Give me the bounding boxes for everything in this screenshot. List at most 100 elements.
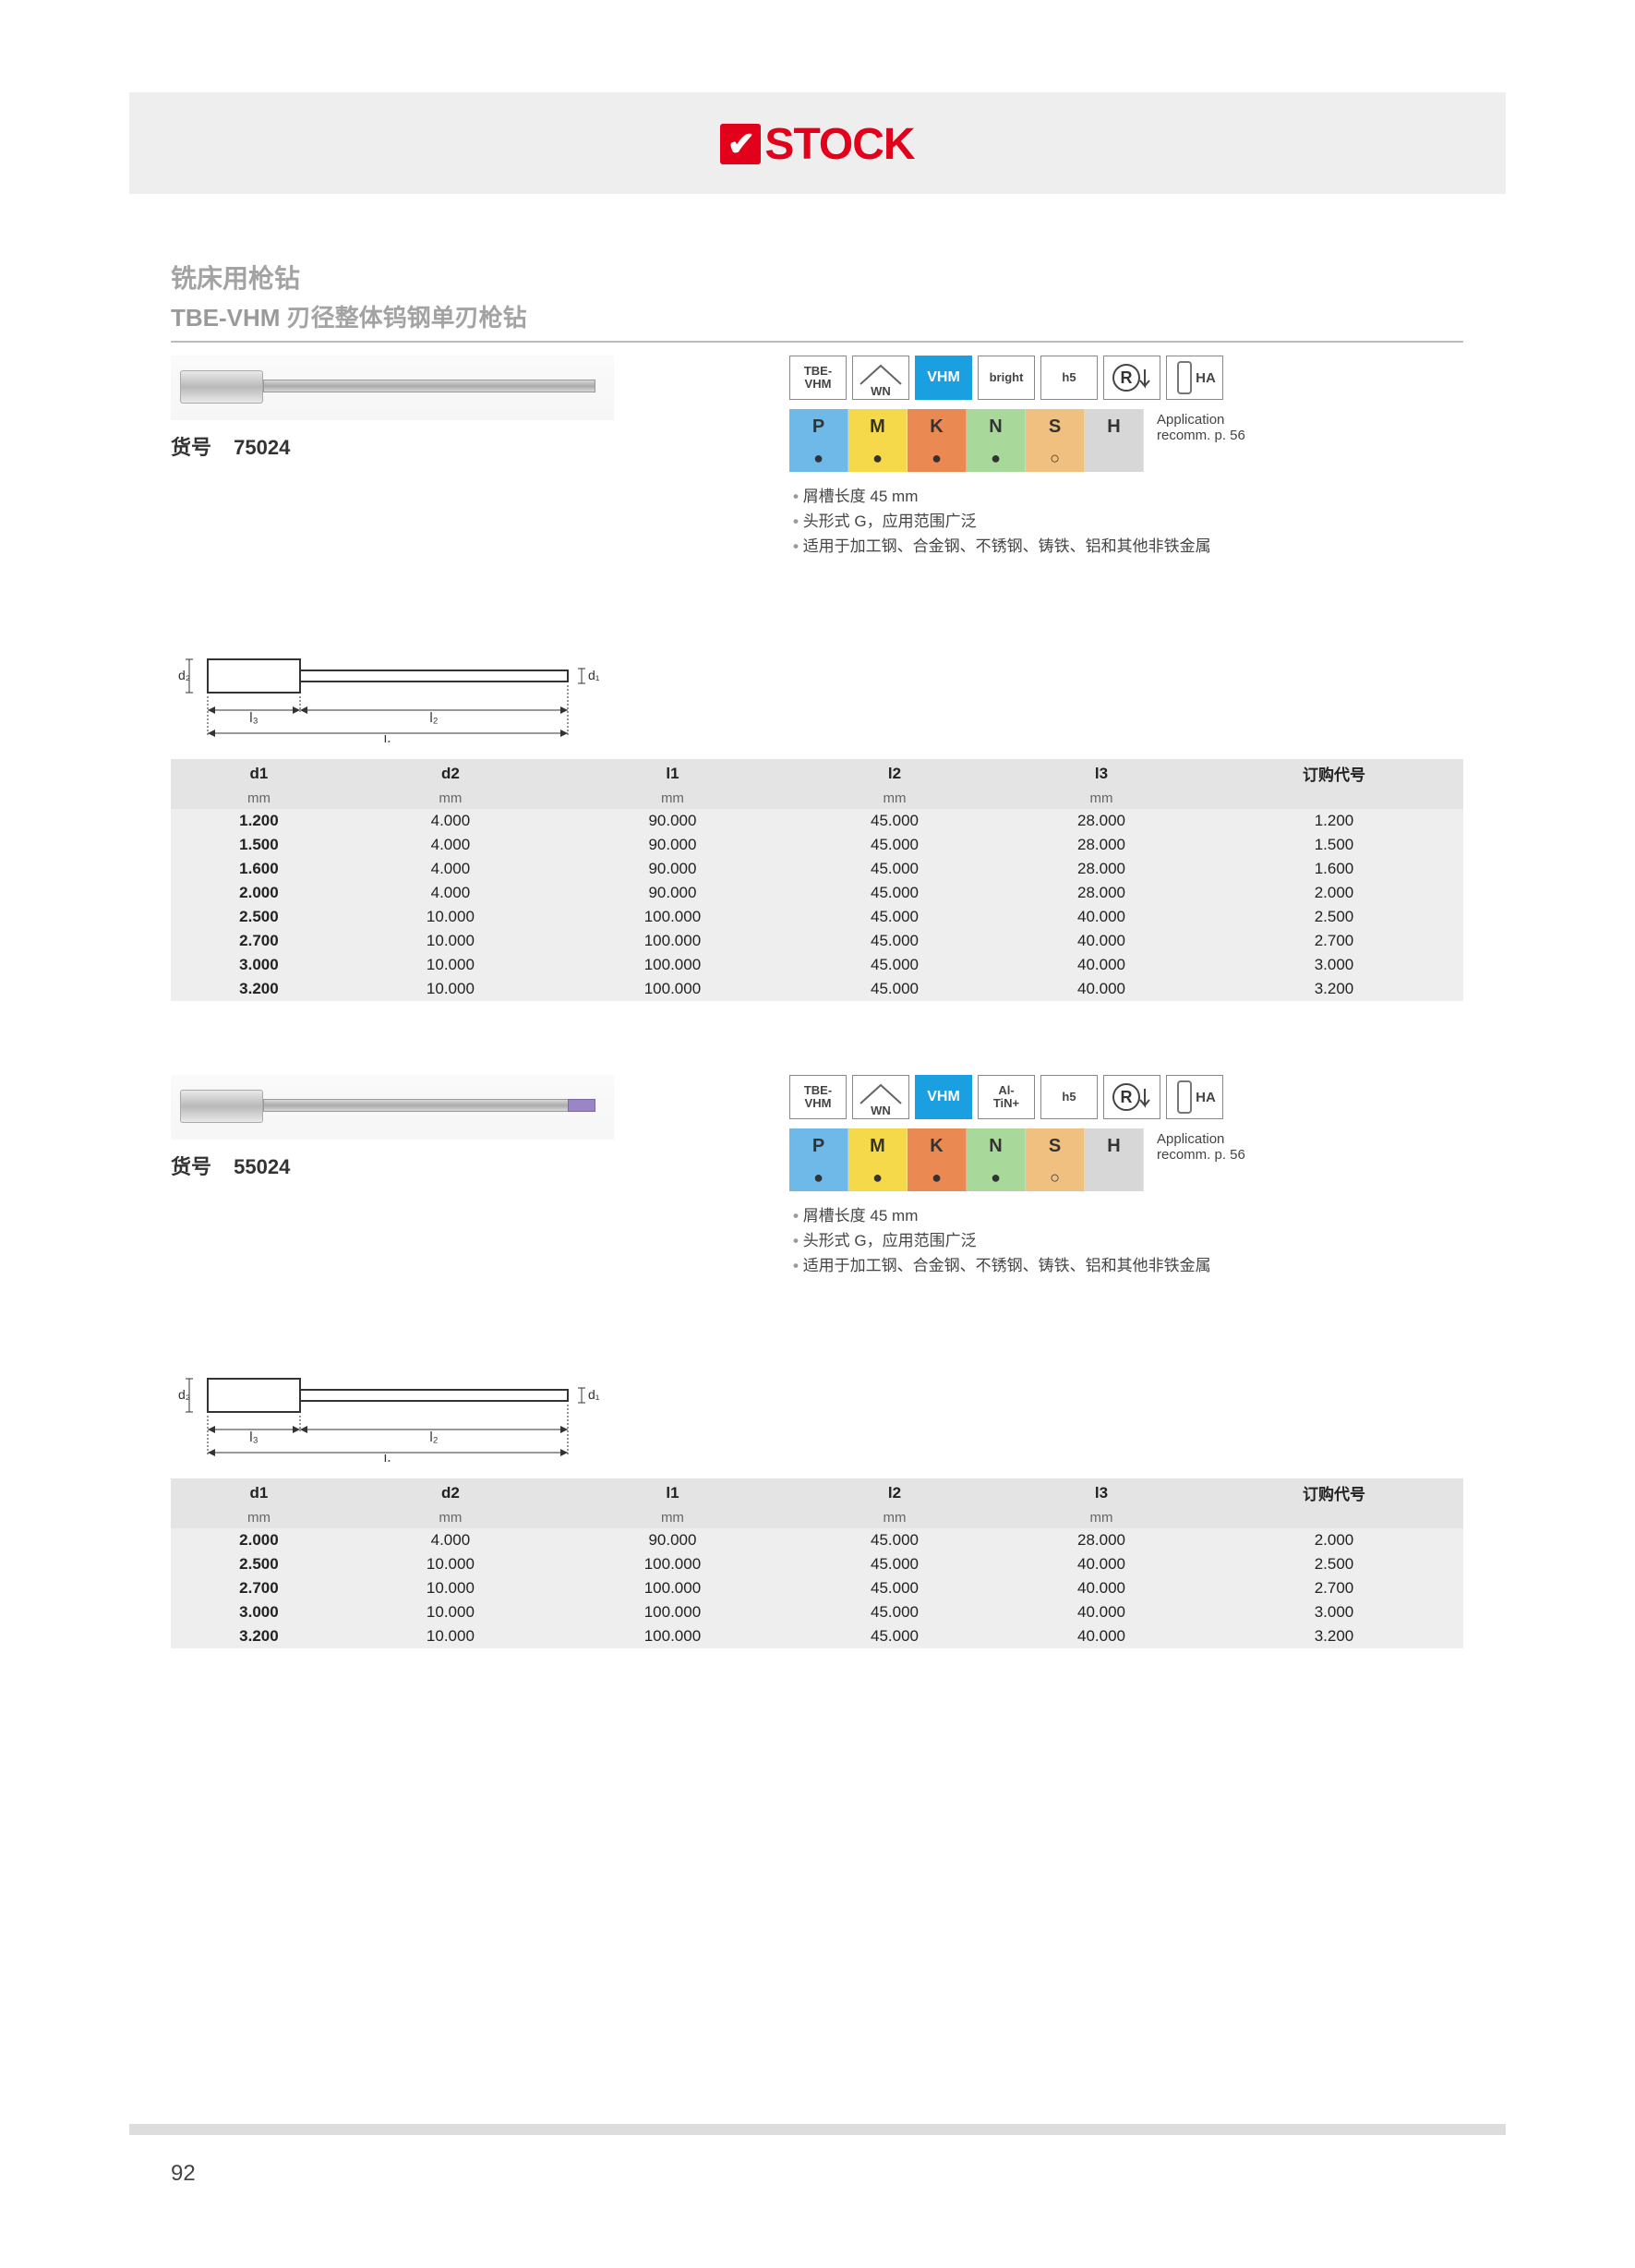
spec-badge: Al-TiN+ (978, 1075, 1035, 1119)
table-unit-cell (1205, 788, 1463, 809)
spec-badge: h5 (1040, 356, 1098, 400)
table-header-cell: 订购代号 (1205, 1478, 1463, 1507)
table-cell: 4.000 (347, 1528, 554, 1552)
article-label: 货号 (171, 1155, 211, 1178)
svg-text:d₂: d₂ (178, 668, 190, 682)
table-cell: 4.000 (347, 881, 554, 905)
product-block: 货号 75024 TBE-VHMWNVHMbrighth5RHA PMKNSH … (171, 356, 1463, 1001)
table-cell: 2.000 (171, 1528, 347, 1552)
table-cell: 90.000 (554, 809, 791, 833)
table-cell: 3.200 (171, 1624, 347, 1648)
material-dot-cell: ○ (1026, 1164, 1085, 1191)
table-cell: 1.600 (1205, 857, 1463, 881)
feature-list: 屑槽长度 45 mm头形式 G，应用范围广泛适用于加工钢、合金钢、不锈钢、铸铁、… (789, 1202, 1463, 1275)
material-header-cell: M (848, 1128, 908, 1164)
material-header-cell: H (1085, 409, 1144, 444)
material-dot-cell: ○ (1026, 444, 1085, 472)
svg-text:l₁: l₁ (384, 1453, 391, 1462)
table-cell: 10.000 (347, 905, 554, 929)
table-unit-cell: mm (554, 1507, 791, 1528)
table-cell: 1.500 (1205, 833, 1463, 857)
table-row: 1.2004.00090.00045.00028.0001.200 (171, 809, 1463, 833)
svg-text:l₂: l₂ (429, 710, 438, 726)
svg-text:l₃: l₃ (249, 1430, 258, 1445)
table-row: 1.5004.00090.00045.00028.0001.500 (171, 833, 1463, 857)
table-cell: 40.000 (998, 953, 1205, 977)
material-header-cell: P (789, 409, 848, 444)
table-cell: 28.000 (998, 1528, 1205, 1552)
article-number: 货号 55024 (171, 1151, 762, 1180)
feature-bullet: 适用于加工钢、合金钢、不锈钢、铸铁、铝和其他非铁金属 (793, 1252, 1463, 1275)
svg-text:WN: WN (871, 1104, 891, 1117)
svg-text:d₂: d₂ (178, 1387, 190, 1402)
table-header-cell: d1 (171, 759, 347, 788)
table-cell: 10.000 (347, 1552, 554, 1576)
title-subtitle: TBE-VHM 刃径整体钨钢单刃枪钻 (171, 299, 1463, 333)
table-header-cell: l1 (554, 759, 791, 788)
table-row: 2.0004.00090.00045.00028.0002.000 (171, 1528, 1463, 1552)
table-cell: 2.500 (171, 1552, 347, 1576)
material-dot-cell: ● (789, 444, 848, 472)
table-cell: 100.000 (554, 977, 791, 1001)
title-divider (171, 341, 1463, 343)
svg-text:d₁: d₁ (588, 1387, 600, 1402)
table-cell: 100.000 (554, 1600, 791, 1624)
feature-bullet: 头形式 G，应用范围广泛 (793, 508, 1463, 531)
table-cell: 45.000 (791, 1600, 998, 1624)
logo-icon: ✔ (720, 124, 761, 164)
table-cell: 100.000 (554, 905, 791, 929)
table-cell: 100.000 (554, 929, 791, 953)
material-dot-cell (1085, 1164, 1144, 1191)
spec-badge: HA (1166, 356, 1223, 400)
table-cell: 40.000 (998, 1576, 1205, 1600)
title-desc: 刃径整体钨钢单刃枪钻 (287, 304, 527, 332)
material-header-cell: S (1026, 409, 1085, 444)
tool-photo (171, 356, 614, 420)
spec-badge: R (1103, 1075, 1160, 1119)
table-cell: 40.000 (998, 1600, 1205, 1624)
table-cell: 3.000 (1205, 953, 1463, 977)
svg-text:R: R (1121, 1088, 1133, 1106)
table-header-cell: l3 (998, 1478, 1205, 1507)
table-cell: 40.000 (998, 1624, 1205, 1648)
svg-text:l₁: l₁ (384, 733, 391, 742)
spec-badge: WN (852, 356, 909, 400)
material-dot-cell: ● (789, 1164, 848, 1191)
page-content: 铣床用枪钻 TBE-VHM 刃径整体钨钢单刃枪钻 货号 75024 TBE-VH… (171, 259, 1463, 1722)
table-cell: 1.200 (171, 809, 347, 833)
table-header-cell: l2 (791, 759, 998, 788)
table-header-cell: 订购代号 (1205, 759, 1463, 788)
svg-text:l₂: l₂ (429, 1430, 438, 1445)
table-cell: 4.000 (347, 833, 554, 857)
table-cell: 3.000 (171, 953, 347, 977)
page-title-block: 铣床用枪钻 TBE-VHM 刃径整体钨钢单刃枪钻 (171, 259, 1463, 333)
material-header-cell: P (789, 1128, 848, 1164)
material-dot-cell: ● (967, 1164, 1026, 1191)
table-cell: 90.000 (554, 881, 791, 905)
table-cell: 28.000 (998, 881, 1205, 905)
table-cell: 40.000 (998, 977, 1205, 1001)
material-dot-cell (1085, 444, 1144, 472)
article-value: 75024 (234, 436, 290, 459)
material-row: PMKNSH ●●●●○ Applicationrecomm. p. 56 (789, 409, 1463, 472)
material-header-cell: M (848, 409, 908, 444)
table-cell: 10.000 (347, 1624, 554, 1648)
table-cell: 1.500 (171, 833, 347, 857)
table-cell: 2.700 (1205, 1576, 1463, 1600)
article-value: 55024 (234, 1155, 290, 1178)
spec-badge: R (1103, 356, 1160, 400)
table-cell: 3.000 (1205, 1600, 1463, 1624)
table-cell: 45.000 (791, 881, 998, 905)
feature-bullet: 适用于加工钢、合金钢、不锈钢、铸铁、铝和其他非铁金属 (793, 533, 1463, 556)
spec-table: d1d2l1l2l3订购代号mmmmmmmmmm 1.2004.00090.00… (171, 759, 1463, 1001)
application-note: Applicationrecomm. p. 56 (1157, 409, 1245, 444)
material-row: PMKNSH ●●●●○ Applicationrecomm. p. 56 (789, 1128, 1463, 1191)
spec-badge: h5 (1040, 1075, 1098, 1119)
table-row: 2.50010.000100.00045.00040.0002.500 (171, 905, 1463, 929)
svg-text:HA: HA (1196, 370, 1216, 386)
table-cell: 90.000 (554, 857, 791, 881)
title-code: TBE-VHM (171, 304, 280, 332)
table-unit-cell (1205, 1507, 1463, 1528)
table-cell: 45.000 (791, 1576, 998, 1600)
table-cell: 4.000 (347, 857, 554, 881)
